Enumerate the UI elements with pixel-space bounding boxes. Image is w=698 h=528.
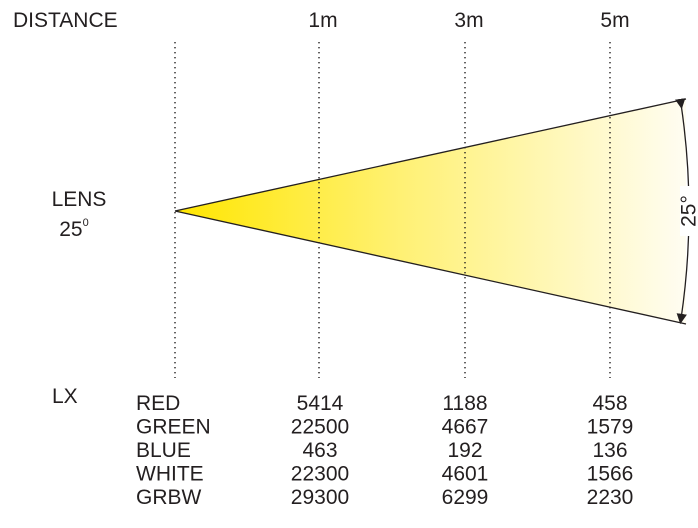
lux-value-white-1m: 22300	[291, 463, 349, 486]
lux-row-color-blue: BLUE	[136, 439, 191, 462]
lux-value-red-1m: 5414	[297, 392, 344, 415]
lux-value-grbw-1m: 29300	[291, 486, 349, 509]
lux-unit-label: LX	[52, 385, 78, 408]
distance-5m: 5m	[600, 9, 629, 32]
lux-value-white-3m: 4601	[442, 463, 489, 486]
lux-table: RED 5414 1188 458 GREEN 22500 4667 1579 BLUE 463 1…	[136, 392, 633, 509]
beam-angle-label: 25°	[678, 195, 698, 227]
lux-value-white-5m: 1566	[587, 463, 634, 486]
lux-value-grbw-5m: 2230	[587, 486, 634, 509]
distance-1m: 1m	[308, 9, 337, 32]
beam-edge-bottom	[174, 210, 687, 325]
lux-value-red-5m: 458	[592, 392, 627, 415]
lens-label: LENS	[52, 188, 107, 211]
lux-row-color-green: GREEN	[136, 416, 211, 439]
lux-value-green-3m: 4667	[442, 416, 489, 439]
lux-value-blue-5m: 136	[592, 439, 627, 462]
lux-value-red-3m: 1188	[442, 392, 487, 415]
distance-label: DISTANCE	[13, 9, 118, 32]
lux-row-color-grbw: GRBW	[136, 486, 202, 509]
degree-mark: 0	[83, 217, 89, 229]
lux-value-green-1m: 22500	[291, 416, 349, 439]
distance-3m: 3m	[454, 9, 483, 32]
lux-value-green-5m: 1579	[587, 416, 634, 439]
lux-row-color-red: RED	[136, 392, 180, 415]
lens-angle: 250	[59, 217, 88, 241]
lux-value-grbw-3m: 6299	[442, 486, 489, 509]
lux-value-blue-1m: 463	[302, 439, 337, 462]
lux-value-blue-3m: 192	[447, 439, 482, 462]
beam-edge-top	[174, 98, 687, 212]
light-beam	[175, 99, 686, 324]
lux-row-color-white: WHITE	[136, 463, 204, 486]
